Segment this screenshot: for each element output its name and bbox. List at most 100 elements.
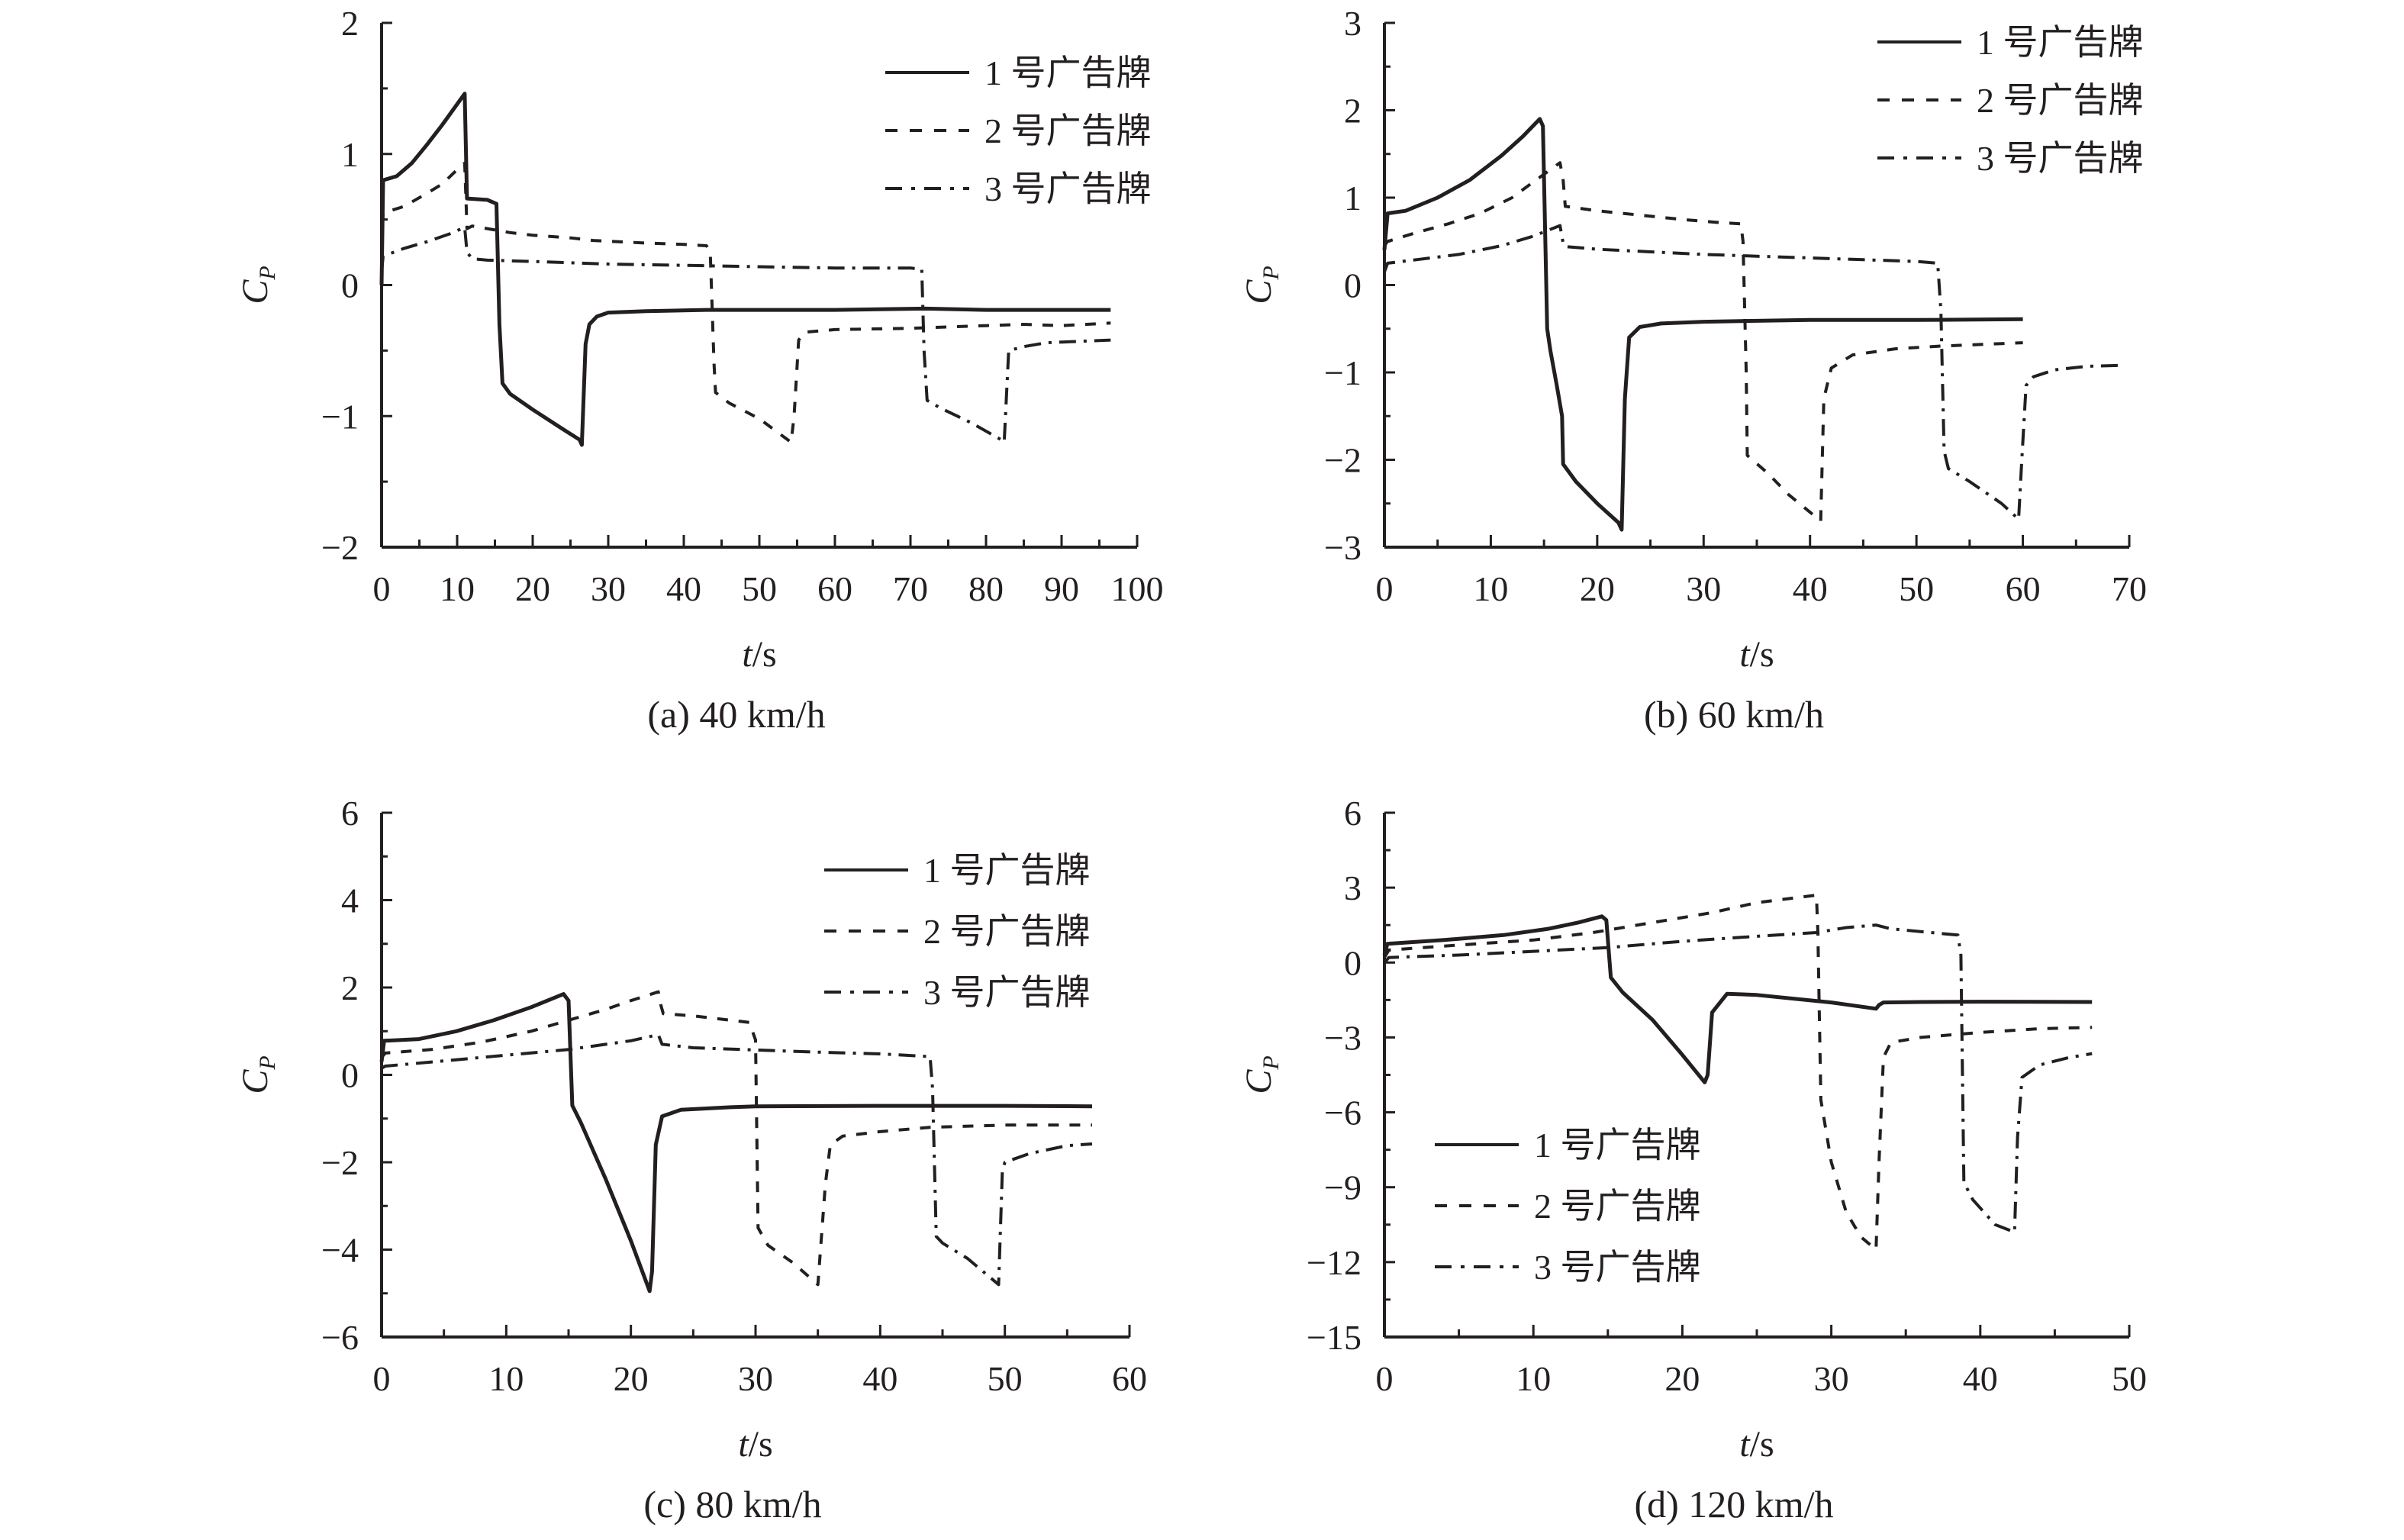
y-tick-label: −3 [1324,528,1362,567]
y-tick-label: −1 [1324,353,1362,392]
y-tick-label: −9 [1324,1168,1362,1207]
x-tick-label: 30 [1686,569,1721,608]
series-line-3 [1383,224,2119,521]
x-tick-label: 70 [2112,569,2147,608]
x-tick-label: 30 [591,569,626,608]
y-axis-title: CP [235,1055,280,1094]
x-tick-label: 100 [1111,569,1164,608]
legend-label-2: 2 号广告牌 [923,912,1091,951]
x-tick-label: 0 [373,569,391,608]
legend-label-1: 1 号广告牌 [984,53,1152,92]
y-tick-label: −15 [1307,1318,1362,1357]
y-tick-label: −12 [1307,1243,1362,1282]
x-tick-label: 40 [1963,1359,1998,1398]
x-tick-label: 80 [968,569,1004,608]
y-tick-label: −1 [321,397,359,436]
y-tick-label: −6 [1324,1094,1362,1132]
legend-label-1: 1 号广告牌 [1977,23,2144,62]
series-line-3 [380,1033,1093,1287]
series-line-1 [1382,117,2023,532]
series-line-2 [1383,894,2093,1252]
y-tick-label: 2 [341,968,359,1007]
x-tick-label: 0 [1376,1359,1394,1398]
y-tick-label: 0 [1344,943,1362,982]
x-tick-label: 50 [742,569,777,608]
x-tick-label: 50 [2112,1359,2147,1398]
y-tick-label: 3 [1344,4,1362,43]
y-tick-label: 1 [341,135,359,174]
x-tick-label: 10 [1473,569,1508,608]
x-tick-label: 60 [2006,569,2041,608]
series-line-3 [1383,923,2093,1234]
x-tick-label: 0 [1376,569,1394,608]
y-axis-title: CP [1239,1055,1284,1094]
y-tick-label: −4 [321,1231,359,1270]
x-tick-label: 30 [738,1359,773,1398]
series-line-1 [1382,914,2093,1084]
y-tick-label: 3 [1344,868,1362,907]
legend-label-1: 1 号广告牌 [1534,1126,1701,1165]
series-line-2 [1383,161,2023,523]
x-tick-label: 90 [1044,569,1079,608]
legend-label-1: 1 号广告牌 [923,851,1091,890]
y-axis-title: CP [235,266,280,304]
x-tick-label: 40 [862,1359,897,1398]
x-tick-label: 0 [373,1359,391,1398]
y-tick-label: −3 [1324,1018,1362,1057]
x-tick-label: 30 [1814,1359,1849,1398]
series-line-1 [379,992,1093,1294]
panel-caption: (d) 120 km/h [1634,1483,1833,1526]
y-tick-label: 0 [341,1056,359,1095]
x-tick-label: 40 [666,569,701,608]
x-tick-label: 20 [1580,569,1615,608]
x-tick-label: 60 [817,569,852,608]
y-tick-label: 2 [341,4,359,43]
y-tick-label: 6 [1344,794,1362,833]
panel-caption: (c) 80 km/h [643,1483,821,1526]
legend-label-3: 3 号广告牌 [923,973,1091,1012]
series-line-2 [380,161,1111,444]
panel-caption: (b) 60 km/h [1644,693,1824,736]
y-tick-label: 6 [341,794,359,833]
x-axis-title: t/s [1739,1424,1774,1464]
y-tick-label: 1 [1344,179,1362,217]
x-tick-label: 20 [614,1359,649,1398]
panel-d: −15 −12 −9 −6 −3 0 3 6 0 10 20 30 40 50 t/s CP (d) 120 k… [1239,794,2147,1526]
y-tick-label: −2 [321,528,359,567]
x-tick-label: 70 [893,569,928,608]
x-axis-title: t/s [1739,634,1774,675]
y-tick-label: −2 [321,1143,359,1182]
legend-label-3: 3 号广告牌 [1534,1248,1701,1287]
series-line-3 [380,225,1111,444]
legend-label-2: 2 号广告牌 [1977,81,2144,120]
y-tick-label: 4 [341,881,359,920]
series-line-2 [380,990,1092,1287]
x-axis-title: t/s [742,634,776,675]
y-axis-title: CP [1239,266,1284,304]
y-tick-label: 0 [1344,266,1362,305]
legend-label-2: 2 号广告牌 [984,111,1152,150]
legend-label-3: 3 号广告牌 [1977,139,2144,178]
x-tick-label: 50 [988,1359,1023,1398]
legend-label-2: 2 号广告牌 [1534,1187,1701,1226]
y-tick-label: 0 [341,266,359,305]
legend-label-3: 3 号广告牌 [984,169,1152,208]
y-tick-label: −6 [321,1318,359,1357]
y-tick-label: 2 [1344,92,1362,130]
x-tick-label: 10 [488,1359,524,1398]
y-tick-label: −2 [1324,441,1362,480]
x-tick-label: 10 [440,569,475,608]
x-tick-label: 40 [1793,569,1828,608]
x-tick-label: 20 [1664,1359,1700,1398]
series-line-1 [379,92,1111,447]
x-tick-label: 60 [1112,1359,1147,1398]
x-tick-label: 50 [1899,569,1934,608]
panel-caption: (a) 40 km/h [647,693,825,736]
x-axis-title: t/s [738,1424,772,1464]
x-tick-label: 10 [1516,1359,1551,1398]
x-tick-label: 20 [515,569,550,608]
